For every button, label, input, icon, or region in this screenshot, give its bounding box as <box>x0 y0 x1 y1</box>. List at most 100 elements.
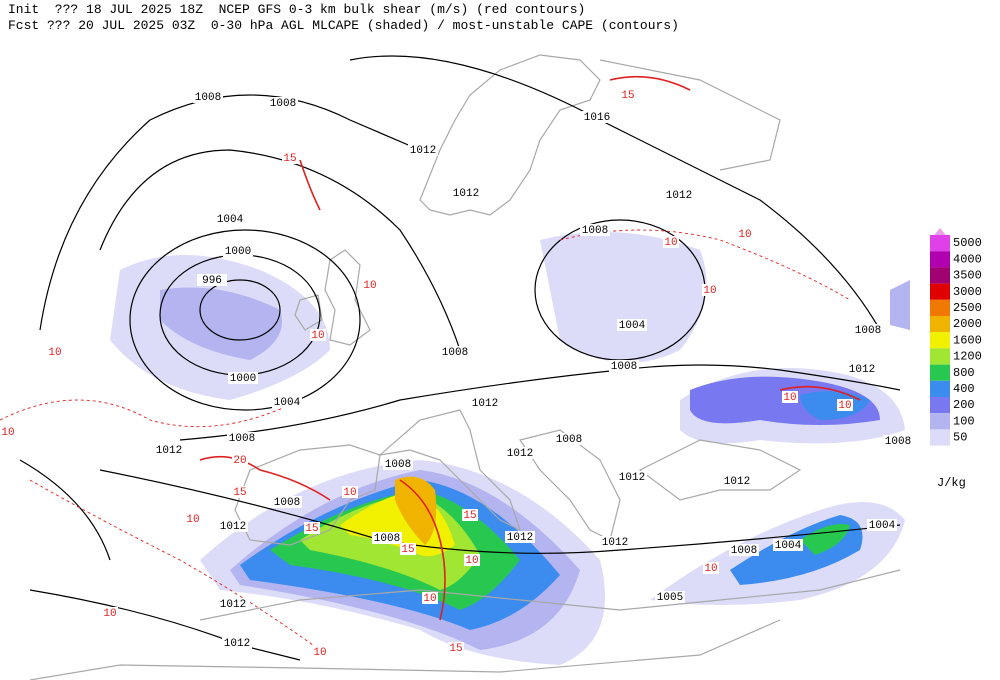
isobar-label-bg <box>223 245 253 257</box>
shear-label-bg <box>448 642 464 654</box>
isobar-label: 1012 <box>619 472 645 484</box>
isobar <box>19 459 111 561</box>
coastline <box>324 249 371 346</box>
shear-label-bg <box>342 486 358 498</box>
shear-label-bg <box>310 329 326 341</box>
isobar-label: 1008 <box>731 545 757 557</box>
isobar-label: 1008 <box>274 497 300 509</box>
isobar-label-bg <box>227 432 257 444</box>
isobar-label: 1008 <box>374 533 400 545</box>
colorbar-swatch <box>930 380 950 397</box>
shear-label: 10 <box>186 514 199 526</box>
shear-label: 10 <box>313 647 326 659</box>
coastline <box>599 59 781 171</box>
isobar-label-bg <box>580 224 610 236</box>
isobar-label: 1016 <box>584 112 610 124</box>
isobar-label: 1008 <box>611 361 637 373</box>
isobar-label-bg <box>154 444 184 456</box>
shear-label: 10 <box>423 593 436 605</box>
isobar-label: 1012 <box>410 145 436 157</box>
isobar-label: 1005 <box>657 592 683 604</box>
colorbar-label: 1600 <box>953 333 982 347</box>
isobar-label: 1008 <box>229 433 255 445</box>
colorbar-swatch <box>930 299 950 316</box>
shear-label-bg <box>304 522 320 534</box>
isobar-label: 1004 <box>619 320 646 332</box>
isobar-label-bg <box>451 187 481 199</box>
isobar-label-bg <box>617 319 647 331</box>
shear-label-bg <box>312 646 328 658</box>
shear-contour <box>29 479 321 651</box>
isobar-label-bg <box>729 544 759 556</box>
isobar-label: 1012 <box>507 532 533 544</box>
cape-shading <box>890 280 910 330</box>
isobar-label: 1012 <box>224 638 250 650</box>
colorbar-label: 100 <box>953 414 975 428</box>
colorbar-unit: J/kg <box>937 476 966 490</box>
shear-label-bg <box>362 279 378 291</box>
colorbar-swatch <box>930 251 950 268</box>
shear-label: 10 <box>465 555 478 567</box>
shear-label-bg <box>47 346 63 358</box>
isobar-label: 1012 <box>156 445 182 457</box>
coastline <box>199 569 901 621</box>
colorbar-swatch <box>930 397 950 414</box>
isobar <box>179 364 901 441</box>
isobar-label: 1012 <box>666 190 692 202</box>
shear-label-bg <box>462 509 478 521</box>
colorbar-label: 400 <box>953 382 975 396</box>
shear-label-bg <box>663 236 679 248</box>
shear-label-bg <box>620 89 636 101</box>
header-forecast: Fcst ??? 20 JUL 2025 03Z 0-30 hPa AGL ML… <box>8 18 679 33</box>
coastline <box>638 439 802 501</box>
colorbar-label: 4000 <box>953 252 982 266</box>
shear-label: 15 <box>233 487 246 499</box>
cape-shading <box>160 287 282 360</box>
isobar <box>349 55 881 331</box>
shear-label: 10 <box>48 347 61 359</box>
shear-label-bg <box>400 543 416 555</box>
shear-contours <box>0 75 861 651</box>
shear-contour <box>399 479 446 621</box>
isobar-label-bg <box>883 435 913 447</box>
isobar-label-bg <box>505 447 535 459</box>
shear-label: 10 <box>363 280 376 292</box>
shear-label-bg <box>737 228 753 240</box>
isobar-label: 1012 <box>602 537 628 549</box>
isobar-label: 1008 <box>442 347 468 359</box>
shear-label: 10 <box>838 400 851 412</box>
shear-label-bg <box>232 486 248 498</box>
colorbar-label: 50 <box>953 431 967 445</box>
isobar-label: 1012 <box>507 448 533 460</box>
contour-labels: 1008 1008 1016 1012 1012 1012 1004 1008 1000 996 1… <box>0 89 913 659</box>
isobar-label-bg <box>470 397 500 409</box>
isobar-label: 1012 <box>472 398 498 410</box>
shear-label: 10 <box>703 285 716 297</box>
shear-label-bg <box>837 399 853 411</box>
header-init: Init ??? 18 JUL 2025 18Z NCEP GFS 0-3 km… <box>8 2 585 17</box>
isobar-label-bg <box>228 372 258 384</box>
shear-label: 10 <box>738 229 751 241</box>
shear-label-bg <box>282 152 298 164</box>
colorbar-label: 200 <box>953 398 975 412</box>
shear-contour <box>299 159 321 211</box>
shear-label: 20 <box>233 455 246 467</box>
isobar-label: 1012 <box>220 521 246 533</box>
shear-label-bg <box>782 391 798 403</box>
isobar-label-bg <box>197 274 227 286</box>
isobar-label-bg <box>383 458 413 470</box>
isobar <box>29 589 301 661</box>
isobar-label: 1012 <box>849 364 875 376</box>
isobar-label: 1000 <box>230 373 256 385</box>
isobar-label: 1004 <box>274 397 301 409</box>
colorbar-swatch <box>930 235 950 252</box>
cape-shading <box>540 232 707 363</box>
isobar-label-bg <box>222 637 252 649</box>
coastline <box>419 54 601 216</box>
isobar-label-bg <box>408 144 438 156</box>
isobar-label-bg <box>215 213 245 225</box>
isobar-label-bg <box>193 91 223 103</box>
shear-label: 15 <box>621 90 634 102</box>
